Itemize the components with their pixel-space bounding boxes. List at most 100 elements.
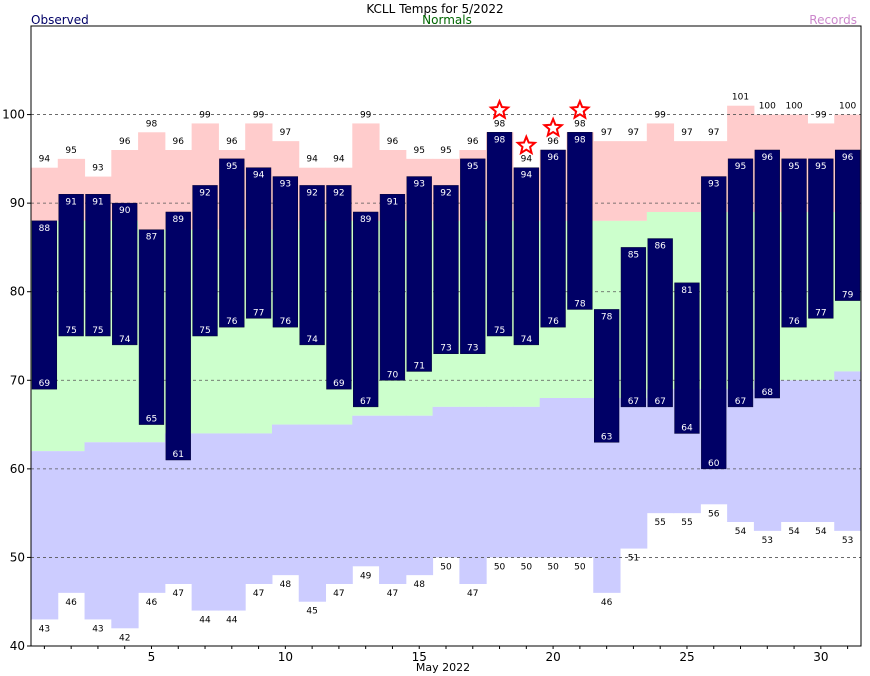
record-band — [352, 123, 380, 221]
observed-bar — [192, 185, 218, 337]
observed-high-label: 91 — [92, 197, 103, 207]
y-tick-label: 90 — [10, 196, 25, 210]
observed-bar — [272, 176, 298, 328]
x-tick-label: 10 — [278, 650, 293, 664]
record-high-label: 99 — [199, 110, 211, 120]
observed-high-label: 92 — [333, 188, 344, 198]
observed-high-label: 87 — [146, 233, 157, 243]
record-high-label: 96 — [119, 137, 131, 147]
observed-high-label: 81 — [681, 286, 692, 296]
observed-low-label: 75 — [199, 326, 210, 336]
record-high-label: 94 — [306, 155, 318, 165]
observed-bar — [31, 220, 58, 390]
record-low-label: 54 — [815, 527, 827, 537]
lower-band — [31, 451, 59, 620]
legend-normals: Normals — [422, 13, 472, 27]
record-low-label: 48 — [413, 580, 425, 590]
observed-bar — [326, 185, 352, 390]
observed-bar — [299, 185, 325, 346]
lower-band — [379, 415, 407, 584]
y-tick-label: 50 — [10, 550, 25, 564]
chart-title: KCLL Temps for 5/2022 — [366, 2, 503, 16]
observed-bar — [727, 158, 754, 408]
observed-bar — [460, 158, 486, 354]
record-band — [646, 123, 675, 212]
observed-high-label: 94 — [253, 171, 265, 181]
record-low-label: 44 — [226, 616, 238, 626]
observed-bar — [808, 158, 834, 319]
record-high-label: 100 — [785, 102, 802, 112]
record-low-label: 43 — [92, 624, 103, 634]
lower-band — [57, 451, 86, 593]
lower-band — [834, 371, 862, 531]
observed-low-label: 78 — [574, 299, 586, 309]
record-high-label: 95 — [440, 146, 451, 156]
observed-bar — [112, 202, 138, 346]
observed-high-label: 95 — [735, 162, 746, 172]
observed-low-label: 73 — [440, 344, 451, 354]
record-low-label: 51 — [628, 554, 639, 564]
record-low-label: 54 — [735, 527, 747, 537]
lower-band — [539, 398, 567, 558]
observed-low-label: 64 — [681, 423, 693, 433]
record-high-label: 99 — [360, 110, 372, 120]
observed-high-label: 88 — [39, 224, 51, 234]
record-high-label: 97 — [280, 128, 291, 138]
observed-low-label: 76 — [280, 317, 292, 327]
x-tick-label: 25 — [679, 650, 694, 664]
observed-low-label: 74 — [119, 335, 131, 345]
record-high-label: 97 — [681, 128, 692, 138]
lower-band — [646, 389, 675, 514]
lower-band — [325, 424, 353, 584]
observed-low-label: 75 — [65, 326, 76, 336]
record-high-label: 99 — [815, 110, 827, 120]
observed-high-label: 78 — [601, 312, 613, 322]
record-high-label: 96 — [226, 137, 238, 147]
record-high-label: 96 — [467, 137, 479, 147]
observed-high-label: 95 — [467, 162, 478, 172]
observed-high-label: 90 — [119, 206, 131, 216]
observed-bar — [567, 132, 593, 310]
record-high-label: 99 — [253, 110, 265, 120]
observed-low-label: 69 — [39, 379, 51, 389]
observed-low-label: 73 — [467, 344, 478, 354]
lower-band — [780, 380, 808, 522]
record-low-label: 50 — [547, 562, 559, 572]
y-tick-label: 40 — [10, 639, 25, 653]
record-low-label: 50 — [521, 562, 533, 572]
observed-bar — [620, 247, 647, 408]
record-low-label: 47 — [253, 589, 264, 599]
observed-bar — [165, 211, 191, 461]
record-high-label: 96 — [547, 137, 559, 147]
observed-bar — [540, 149, 566, 328]
record-band — [31, 167, 59, 221]
record-low-label: 42 — [119, 633, 130, 643]
observed-high-label: 93 — [413, 180, 424, 190]
lower-band — [512, 406, 541, 558]
observed-bar — [58, 194, 84, 337]
record-high-label: 94 — [333, 155, 345, 165]
record-star-icon — [515, 134, 538, 156]
record-high-label: 96 — [387, 137, 399, 147]
x-axis-label: May 2022 — [416, 661, 470, 674]
observed-low-label: 74 — [306, 335, 318, 345]
lower-band — [753, 380, 782, 531]
record-low-label: 44 — [199, 616, 211, 626]
observed-high-label: 94 — [521, 171, 533, 181]
observed-high-label: 92 — [306, 188, 317, 198]
lower-band — [245, 433, 273, 584]
record-low-label: 50 — [494, 562, 506, 572]
observed-low-label: 74 — [521, 335, 533, 345]
observed-high-label: 98 — [574, 135, 586, 145]
y-tick-label: 70 — [10, 373, 25, 387]
record-high-label: 100 — [839, 102, 856, 112]
record-high-label: 98 — [146, 119, 158, 129]
legend-records: Records — [809, 13, 857, 27]
observed-bar — [674, 282, 700, 434]
observed-high-label: 95 — [226, 162, 237, 172]
observed-bar — [513, 167, 539, 346]
lower-band — [486, 406, 514, 558]
record-low-label: 55 — [681, 518, 692, 528]
observed-bar — [486, 132, 513, 337]
record-high-label: 101 — [732, 93, 749, 103]
